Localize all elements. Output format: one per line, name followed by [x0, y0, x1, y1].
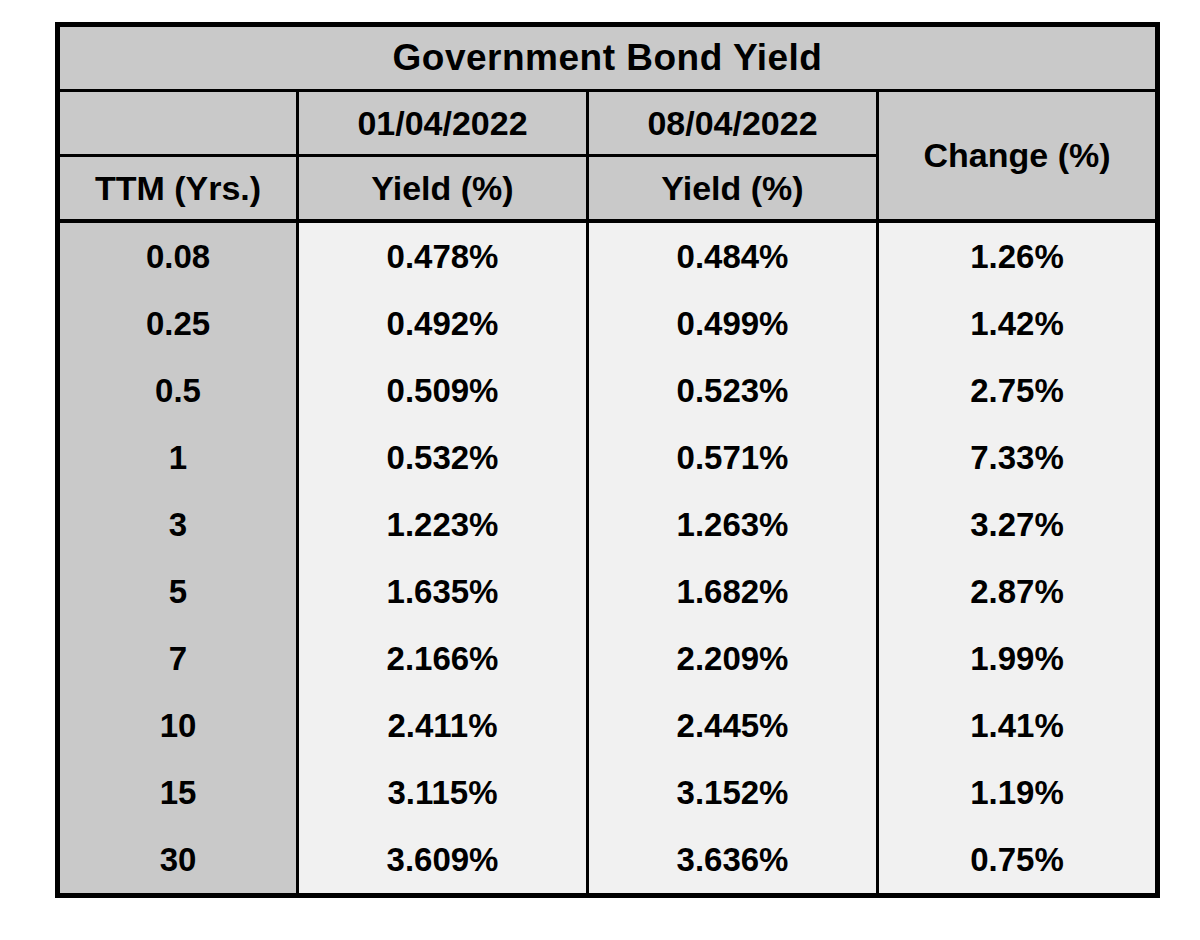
header-corner-cell	[58, 91, 298, 156]
ttm-cell: 15	[58, 759, 298, 826]
change-cell: 1.41%	[878, 692, 1158, 759]
table-row: 1 0.532% 0.571% 7.33%	[58, 424, 1158, 491]
change-cell: 1.42%	[878, 290, 1158, 357]
header-row-dates: 01/04/2022 08/04/2022 Change (%)	[58, 91, 1158, 156]
table-row: 0.25 0.492% 0.499% 1.42%	[58, 290, 1158, 357]
table-row: 15 3.115% 3.152% 1.19%	[58, 759, 1158, 826]
change-cell: 1.26%	[878, 221, 1158, 290]
table-row: 0.08 0.478% 0.484% 1.26%	[58, 221, 1158, 290]
ttm-cell: 1	[58, 424, 298, 491]
yield1-cell: 3.609%	[298, 826, 588, 896]
table-row: 10 2.411% 2.445% 1.41%	[58, 692, 1158, 759]
header-ttm-cell: TTM (Yrs.)	[58, 156, 298, 222]
yield2-cell: 0.484%	[588, 221, 878, 290]
ttm-cell: 0.25	[58, 290, 298, 357]
table-row: 5 1.635% 1.682% 2.87%	[58, 558, 1158, 625]
header-yield2-cell: Yield (%)	[588, 156, 878, 222]
ttm-cell: 5	[58, 558, 298, 625]
yield2-cell: 0.523%	[588, 357, 878, 424]
yield2-cell: 0.499%	[588, 290, 878, 357]
change-cell: 7.33%	[878, 424, 1158, 491]
yield1-cell: 2.166%	[298, 625, 588, 692]
yield2-cell: 2.445%	[588, 692, 878, 759]
table-row: 0.5 0.509% 0.523% 2.75%	[58, 357, 1158, 424]
table-title: Government Bond Yield	[58, 25, 1158, 91]
header-change-cell: Change (%)	[878, 91, 1158, 222]
yield2-cell: 1.682%	[588, 558, 878, 625]
yield1-cell: 2.411%	[298, 692, 588, 759]
ttm-cell: 0.08	[58, 221, 298, 290]
change-cell: 2.75%	[878, 357, 1158, 424]
yield2-cell: 2.209%	[588, 625, 878, 692]
ttm-cell: 7	[58, 625, 298, 692]
change-cell: 0.75%	[878, 826, 1158, 896]
header-yield1-cell: Yield (%)	[298, 156, 588, 222]
table-row: 7 2.166% 2.209% 1.99%	[58, 625, 1158, 692]
yield1-cell: 1.223%	[298, 491, 588, 558]
yield1-cell: 0.532%	[298, 424, 588, 491]
yield1-cell: 3.115%	[298, 759, 588, 826]
yield1-cell: 0.478%	[298, 221, 588, 290]
ttm-cell: 10	[58, 692, 298, 759]
change-cell: 1.19%	[878, 759, 1158, 826]
yield2-cell: 0.571%	[588, 424, 878, 491]
bond-yield-table: Government Bond Yield 01/04/2022 08/04/2…	[55, 22, 1160, 898]
yield1-cell: 0.509%	[298, 357, 588, 424]
yield2-cell: 3.636%	[588, 826, 878, 896]
header-date-2: 08/04/2022	[588, 91, 878, 156]
table-title-row: Government Bond Yield	[58, 25, 1158, 91]
ttm-cell: 3	[58, 491, 298, 558]
change-cell: 2.87%	[878, 558, 1158, 625]
yield2-cell: 1.263%	[588, 491, 878, 558]
ttm-cell: 30	[58, 826, 298, 896]
change-cell: 3.27%	[878, 491, 1158, 558]
yield1-cell: 0.492%	[298, 290, 588, 357]
table-row: 30 3.609% 3.636% 0.75%	[58, 826, 1158, 896]
page: Government Bond Yield 01/04/2022 08/04/2…	[0, 0, 1200, 940]
ttm-cell: 0.5	[58, 357, 298, 424]
table-row: 3 1.223% 1.263% 3.27%	[58, 491, 1158, 558]
header-date-1: 01/04/2022	[298, 91, 588, 156]
yield1-cell: 1.635%	[298, 558, 588, 625]
change-cell: 1.99%	[878, 625, 1158, 692]
yield2-cell: 3.152%	[588, 759, 878, 826]
